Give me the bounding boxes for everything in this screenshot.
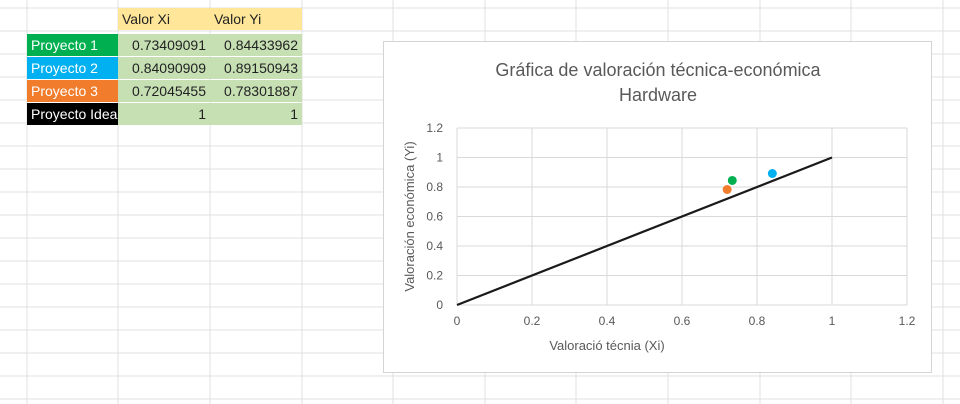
y-tick-label: 1 [436, 151, 443, 165]
y-tick-label: 0 [436, 298, 443, 312]
chart-title: Gráfica de valoración técnica-económica [495, 60, 821, 80]
cell-yi-proyecto-idea[interactable]: 1 [210, 103, 302, 125]
row-name-proyecto-idea[interactable]: Proyecto Idea [27, 103, 118, 125]
cell-yi-proyecto-1[interactable]: 0.84433962 [210, 34, 302, 56]
cell-yi-proyecto-3[interactable]: 0.78301887 [210, 80, 302, 102]
data-point[interactable] [727, 175, 737, 185]
y-tick-label: 0.6 [426, 210, 443, 224]
chart-container[interactable]: Gráfica de valoración técnica-económica H… [383, 41, 932, 373]
data-point[interactable] [722, 185, 732, 195]
data-point[interactable] [767, 169, 777, 179]
x-tick-label: 0.2 [524, 314, 541, 328]
header-valor-yi[interactable]: Valor Yi [210, 8, 302, 30]
row-name-proyecto-2[interactable]: Proyecto 2 [27, 57, 118, 79]
cell-xi-proyecto-1[interactable]: 0.73409091 [118, 34, 210, 56]
x-tick-label: 1.2 [899, 314, 916, 328]
ideal-line [456, 156, 833, 307]
cell-xi-proyecto-3[interactable]: 0.72045455 [118, 80, 210, 102]
x-axis-label: Valoració técnia (Xi) [549, 338, 664, 353]
cell-xi-proyecto-2[interactable]: 0.84090909 [118, 57, 210, 79]
x-tick-label: 0.8 [749, 314, 766, 328]
x-tick-label: 0.6 [674, 314, 691, 328]
y-tick-label: 1.2 [426, 121, 443, 135]
cell-xi-proyecto-idea[interactable]: 1 [118, 103, 210, 125]
x-tick-label: 0 [454, 314, 461, 328]
x-tick-label: 1 [829, 314, 836, 328]
y-axis-label: Valoración económica (Yi) [402, 141, 417, 291]
row-name-proyecto-1[interactable]: Proyecto 1 [27, 34, 118, 56]
cell-yi-proyecto-2[interactable]: 0.89150943 [210, 57, 302, 79]
row-name-proyecto-3[interactable]: Proyecto 3 [27, 80, 118, 102]
scatter-chart: Gráfica de valoración técnica-económica H… [402, 60, 916, 353]
chart-subtitle: Hardware [619, 85, 697, 105]
x-tick-label: 0.4 [599, 314, 616, 328]
y-tick-label: 0.4 [426, 239, 443, 253]
header-valor-xi[interactable]: Valor Xi [118, 8, 210, 30]
y-tick-label: 0.8 [426, 180, 443, 194]
y-tick-label: 0.2 [426, 269, 443, 283]
